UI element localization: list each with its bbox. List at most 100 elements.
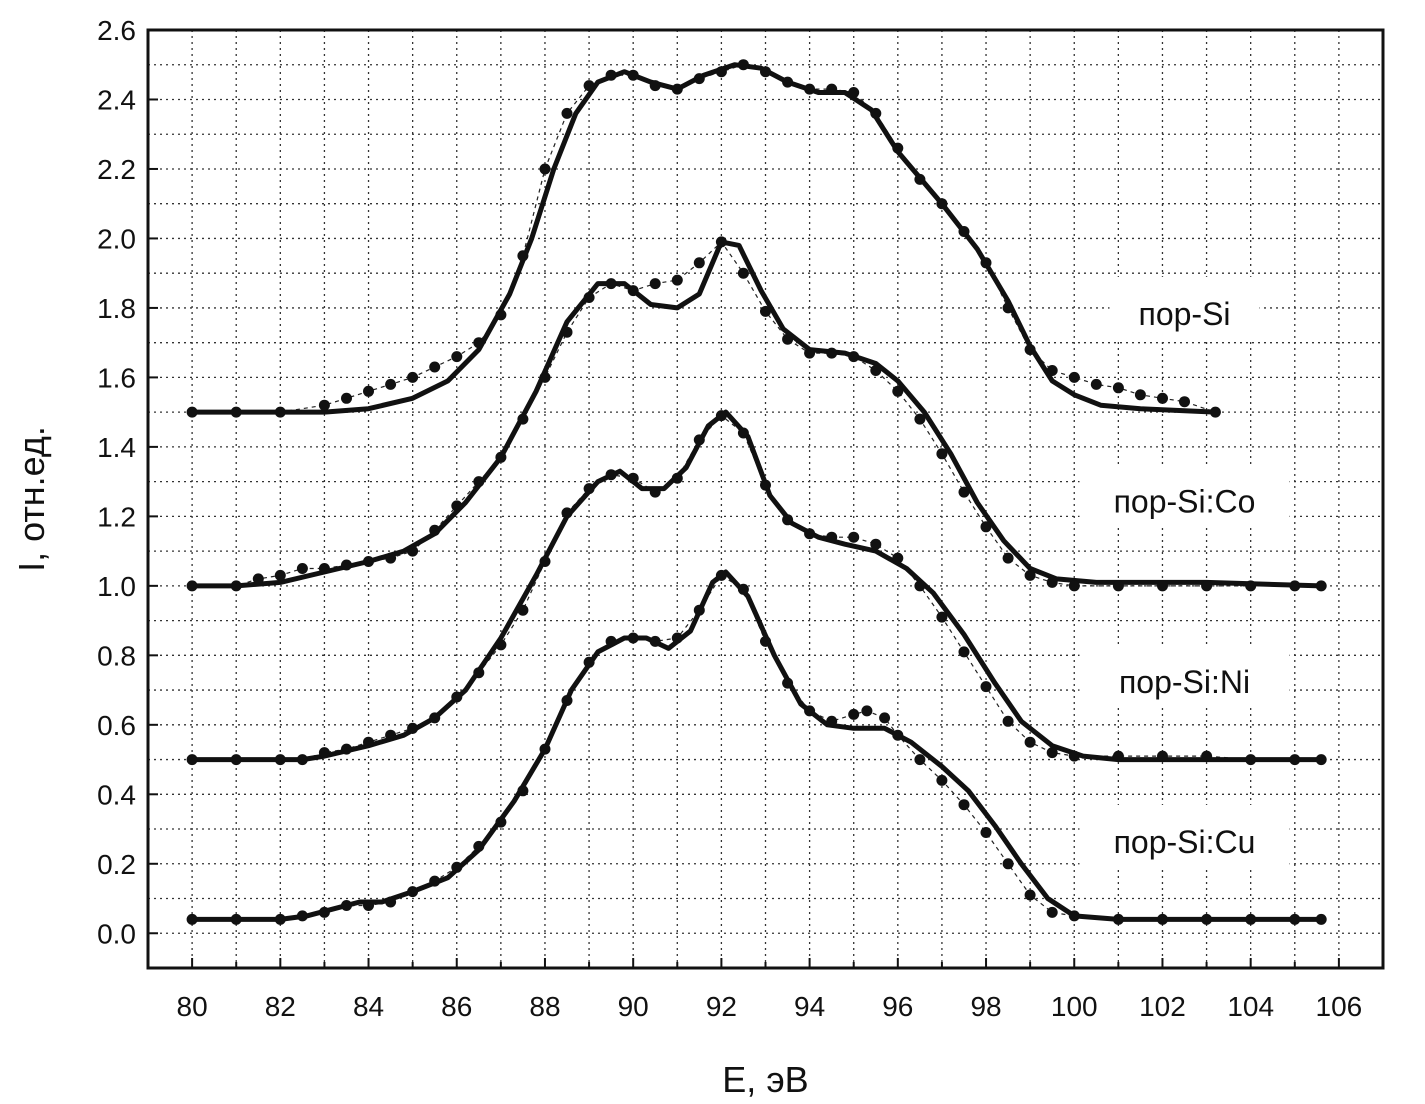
y-tick-label: 0.2 xyxy=(97,849,136,880)
series-3-point xyxy=(1068,750,1080,762)
y-tick-label: 2.6 xyxy=(97,15,136,46)
series-4-point xyxy=(451,861,463,873)
series-3-point xyxy=(936,611,948,623)
series-4-point xyxy=(274,913,286,925)
y-tick-label: 0.6 xyxy=(97,710,136,741)
series-2-point xyxy=(561,326,573,338)
series-3-point xyxy=(473,667,485,679)
series-3-point xyxy=(671,472,683,484)
series-2-point xyxy=(186,580,198,592)
x-tick-label: 92 xyxy=(706,991,737,1022)
series-2-point xyxy=(230,580,242,592)
series-3-point xyxy=(826,531,838,543)
axis-ticks xyxy=(148,29,1340,968)
series-label-bg xyxy=(1109,276,1260,339)
series-2-point xyxy=(627,285,639,297)
series-4-point xyxy=(1112,913,1124,925)
series-2-point xyxy=(804,347,816,359)
series-4-point xyxy=(561,695,573,706)
series-3-point xyxy=(495,639,507,651)
series-2-point xyxy=(1245,580,1257,592)
series-4-point xyxy=(605,635,617,647)
series-3-point xyxy=(1024,736,1036,748)
series-1-point xyxy=(760,66,771,78)
series-4-point xyxy=(539,743,551,755)
y-tick-label: 0.8 xyxy=(97,640,136,671)
series-2-point xyxy=(605,278,617,290)
series-2-point xyxy=(1157,580,1168,592)
series-3-point xyxy=(230,754,242,766)
x-tick-label: 86 xyxy=(441,991,472,1022)
series-3-point xyxy=(605,469,617,481)
series-3-point xyxy=(186,754,198,766)
series-4-point xyxy=(1245,913,1257,925)
series-4-point xyxy=(473,840,485,852)
series-1-point xyxy=(407,371,419,383)
series-1-point xyxy=(274,406,286,418)
series-4-point xyxy=(583,656,595,668)
series-3-point xyxy=(627,472,639,484)
series-2-point xyxy=(914,413,926,425)
series-1-point xyxy=(517,250,529,262)
series-4-point xyxy=(826,715,838,727)
series-2-point xyxy=(737,267,749,279)
series-1-point xyxy=(693,73,705,85)
series-1-point xyxy=(385,378,397,390)
series-3-point xyxy=(1002,715,1014,727)
series-2-point xyxy=(252,573,264,585)
series-label-bg xyxy=(1079,464,1290,527)
series-3-point xyxy=(870,538,882,550)
x-axis-title: E, эВ xyxy=(722,1059,808,1100)
series-2-point xyxy=(1201,580,1213,592)
series-4 xyxy=(186,569,1327,925)
series-1-point xyxy=(539,163,551,175)
series-3-point xyxy=(561,507,573,519)
y-tick-label: 1.2 xyxy=(97,501,136,532)
series-2-point xyxy=(958,486,970,498)
series-label-3: пор-Si:Ni xyxy=(1119,664,1250,700)
series-3-point xyxy=(517,604,529,616)
series-1-point xyxy=(737,59,749,71)
series-1-point xyxy=(1046,365,1058,376)
series-2-point xyxy=(517,413,529,425)
series-4-point xyxy=(782,677,794,689)
series-4-point xyxy=(363,900,374,911)
y-tick-label: 2.4 xyxy=(97,84,136,115)
series-2-point xyxy=(1112,580,1124,592)
series-3-point xyxy=(693,434,705,446)
series-2-point xyxy=(363,556,374,567)
series-2-point xyxy=(848,351,860,363)
series-1-point xyxy=(848,87,860,98)
series-3-point xyxy=(715,410,727,422)
series-2-point xyxy=(649,278,661,290)
series-4-point xyxy=(318,906,330,918)
series-4-point xyxy=(861,705,873,717)
series-label-bg xyxy=(1079,804,1290,867)
series-2-point xyxy=(1315,580,1327,592)
series-3-point xyxy=(1046,747,1058,759)
series-2-point xyxy=(274,569,286,581)
series-4-point xyxy=(1157,913,1168,925)
x-tick-label: 102 xyxy=(1139,991,1186,1022)
series-1-point xyxy=(186,406,198,418)
series-1-point xyxy=(914,173,926,185)
series-2-point xyxy=(715,236,727,248)
series-4-point xyxy=(627,632,639,644)
series-label-2: пор-Si:Co xyxy=(1114,483,1256,519)
x-tick-label: 100 xyxy=(1051,991,1098,1022)
series-4-point xyxy=(1315,913,1327,925)
series-4-point xyxy=(649,635,661,647)
series-2-point xyxy=(760,305,771,317)
series-label-4: пор-Si:Cu xyxy=(1114,824,1256,860)
series-4-point xyxy=(715,569,727,581)
series-2-point xyxy=(296,563,308,574)
series-1-point xyxy=(318,399,330,411)
series-3 xyxy=(186,409,1327,766)
series-1-point xyxy=(1209,406,1221,418)
series-1-point xyxy=(363,385,374,397)
series-3-point xyxy=(363,736,374,748)
series-1-point xyxy=(671,83,683,95)
series-1-point xyxy=(230,406,242,418)
series-1-point xyxy=(473,337,485,349)
